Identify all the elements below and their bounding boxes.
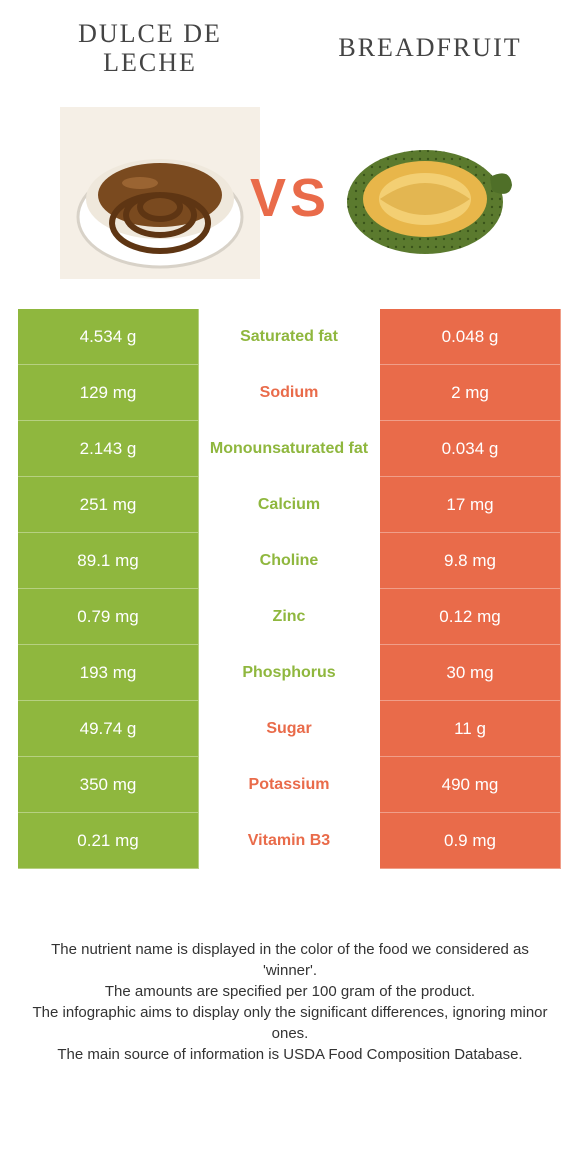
- right-value: 0.9 mg: [380, 813, 561, 869]
- table-row: 89.1 mgCholine9.8 mg: [18, 533, 562, 589]
- table-row: 350 mgPotassium490 mg: [18, 757, 562, 813]
- table-row: 193 mgPhosphorus30 mg: [18, 645, 562, 701]
- nutrient-name: Choline: [199, 533, 380, 589]
- left-food-title: Dulce de leche: [50, 20, 250, 77]
- breadfruit-image: [320, 107, 520, 279]
- table-row: 0.21 mgVitamin B30.9 mg: [18, 813, 562, 869]
- right-value: 9.8 mg: [380, 533, 561, 589]
- left-value: 4.534 g: [18, 309, 199, 365]
- footer-line-3: The infographic aims to display only the…: [30, 1002, 550, 1044]
- left-value: 0.79 mg: [18, 589, 199, 645]
- image-row: VS: [0, 87, 580, 309]
- right-value: 30 mg: [380, 645, 561, 701]
- right-value: 490 mg: [380, 757, 561, 813]
- nutrient-name: Sodium: [199, 365, 380, 421]
- vs-label: VS: [250, 167, 330, 229]
- right-value: 0.12 mg: [380, 589, 561, 645]
- footer-line-2: The amounts are specified per 100 gram o…: [30, 981, 550, 1002]
- nutrient-name: Sugar: [199, 701, 380, 757]
- nutrient-table: 4.534 gSaturated fat0.048 g129 mgSodium2…: [18, 309, 562, 869]
- right-value: 2 mg: [380, 365, 561, 421]
- header: Dulce de leche Breadfruit: [0, 0, 580, 87]
- right-food-title: Breadfruit: [330, 34, 530, 63]
- nutrient-name: Saturated fat: [199, 309, 380, 365]
- left-value: 49.74 g: [18, 701, 199, 757]
- footer-line-1: The nutrient name is displayed in the co…: [30, 939, 550, 981]
- footer-notes: The nutrient name is displayed in the co…: [0, 869, 580, 1065]
- footer-line-4: The main source of information is USDA F…: [30, 1044, 550, 1065]
- table-row: 2.143 gMonounsaturated fat0.034 g: [18, 421, 562, 477]
- nutrient-name: Potassium: [199, 757, 380, 813]
- right-value: 0.048 g: [380, 309, 561, 365]
- left-value: 0.21 mg: [18, 813, 199, 869]
- left-value: 350 mg: [18, 757, 199, 813]
- nutrient-name: Monounsaturated fat: [199, 421, 380, 477]
- right-value: 0.034 g: [380, 421, 561, 477]
- nutrient-name: Calcium: [199, 477, 380, 533]
- table-row: 4.534 gSaturated fat0.048 g: [18, 309, 562, 365]
- table-row: 129 mgSodium2 mg: [18, 365, 562, 421]
- table-row: 49.74 gSugar11 g: [18, 701, 562, 757]
- left-value: 89.1 mg: [18, 533, 199, 589]
- table-row: 0.79 mgZinc0.12 mg: [18, 589, 562, 645]
- nutrient-name: Zinc: [199, 589, 380, 645]
- left-value: 129 mg: [18, 365, 199, 421]
- left-value: 2.143 g: [18, 421, 199, 477]
- left-value: 251 mg: [18, 477, 199, 533]
- right-value: 17 mg: [380, 477, 561, 533]
- table-row: 251 mgCalcium17 mg: [18, 477, 562, 533]
- nutrient-name: Phosphorus: [199, 645, 380, 701]
- right-value: 11 g: [380, 701, 561, 757]
- dulce-de-leche-image: [60, 107, 260, 279]
- left-value: 193 mg: [18, 645, 199, 701]
- nutrient-name: Vitamin B3: [199, 813, 380, 869]
